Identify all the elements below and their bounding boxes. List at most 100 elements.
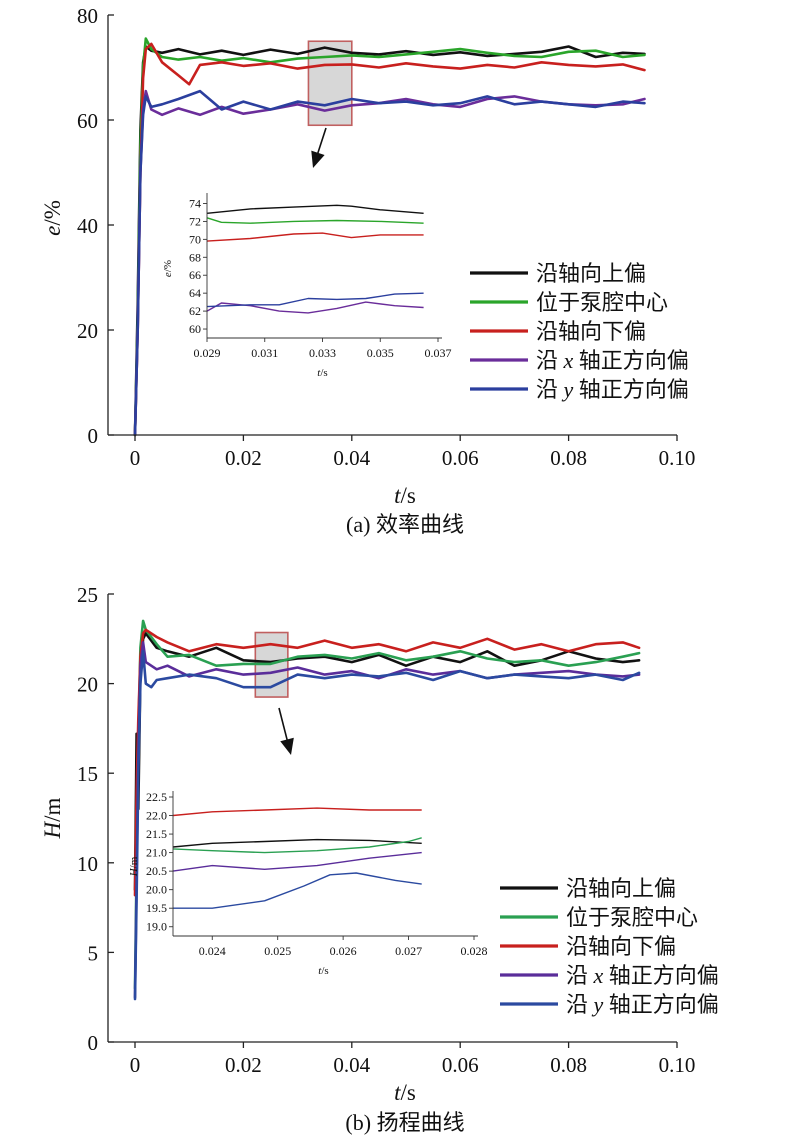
series-line-2 (133, 628, 641, 897)
x-tick-label: 0.06 (442, 1053, 479, 1077)
y-axis-label: H/m (40, 797, 65, 839)
series-line-1 (133, 619, 641, 990)
chart-caption: (b) 扬程曲线 (345, 1110, 464, 1135)
legend-label-part: 轴正方向偏 (603, 963, 719, 988)
inset-y-axis-label-var: H (128, 867, 140, 877)
zoom-arrow (278, 707, 290, 746)
inset-y-tick-label: 62 (189, 304, 201, 318)
y-tick-label: 25 (77, 583, 98, 607)
legend-label-part: 沿轴向上偏 (536, 261, 646, 286)
y-tick-label: 20 (77, 673, 98, 697)
zoom-arrow-head (280, 737, 294, 755)
inset-y-tick-label: 22.5 (146, 790, 167, 804)
legend-label: 沿轴向上偏 (566, 876, 676, 901)
x-tick-label: 0.10 (659, 446, 696, 470)
zoom-box (307, 40, 353, 127)
legend-label-part: 轴正方向偏 (603, 992, 719, 1017)
inset-x-tick-label: 0.037 (425, 346, 452, 360)
inset-y-tick-label: 74 (189, 196, 201, 210)
legend-label-part: 沿轴向下偏 (536, 319, 646, 344)
legend-label: 沿 y 轴正方向偏 (536, 377, 689, 402)
y-tick-label: 0 (88, 1031, 99, 1055)
inset-x-tick-label: 0.027 (395, 944, 422, 958)
y-tick-label: 60 (77, 109, 98, 133)
inset-y-axis-label-unit: /% (162, 260, 174, 272)
series-line-4 (133, 650, 641, 1001)
inset-series-line-4 (173, 872, 422, 909)
x-tick-label: 0.02 (225, 446, 262, 470)
inset-chart: 0.029 0.031 0.033 0.035 0.037 60 62 64 66 68 70 72 7… (162, 189, 452, 379)
inset-series-line-1 (172, 838, 422, 848)
legend-label: 位于泵腔中心 (566, 905, 698, 930)
legend-label-part: 位于泵腔中心 (566, 905, 698, 930)
inset-series-line-2 (172, 837, 422, 854)
legend-label: 沿轴向下偏 (536, 319, 646, 344)
legend-label: 沿轴向下偏 (566, 934, 676, 959)
inset-series-line-1 (206, 217, 424, 224)
legend-label-part: 沿 (566, 963, 594, 988)
inset-y-tick-label: 19.0 (146, 920, 167, 934)
y-tick-label: 10 (77, 852, 98, 876)
legend-label: 沿 x 轴正方向偏 (536, 348, 689, 373)
inset-y-axis-label-unit: /m (128, 856, 140, 868)
chart-panel-1: 0 0.02 0.04 0.06 0.08 0.10 0 5 10 15 20 25 t/s H/m (b)… (40, 583, 719, 1135)
inset-background (207, 189, 442, 338)
legend-label-part: 位于泵腔中心 (536, 290, 668, 315)
x-axis-label-unit: /s (401, 1080, 416, 1105)
legend-label: 位于泵腔中心 (536, 290, 668, 315)
inset-y-tick-label: 21.0 (146, 846, 167, 860)
y-tick-label: 0 (88, 424, 99, 448)
legend-label-part: 沿轴向下偏 (566, 934, 676, 959)
x-tick-label: 0.04 (333, 446, 370, 470)
legend-label-part: x (593, 963, 604, 988)
x-tick-label: 0.08 (550, 1053, 587, 1077)
legend-label: 沿轴向上偏 (536, 261, 646, 286)
y-axis-label-var: H (40, 820, 65, 839)
inset-y-tick-label: 64 (189, 286, 201, 300)
y-axis-label: e/% (40, 200, 65, 236)
x-tick-label: 0.04 (333, 1053, 370, 1077)
inset-y-tick-label: 60 (189, 322, 201, 336)
series-line-4 (133, 89, 646, 437)
inset-x-tick-label: 0.035 (367, 346, 394, 360)
inset-series-line-4 (206, 292, 424, 308)
inset-y-tick-label: 72 (189, 214, 201, 228)
inset-x-axis-label: t/s (317, 367, 327, 379)
legend-label-part: y (562, 377, 574, 402)
legend-label: 沿 x 轴正方向偏 (566, 963, 719, 988)
y-tick-label: 5 (88, 941, 99, 965)
x-axis-label-var: t (394, 1080, 401, 1105)
inset-y-tick-label: 20.0 (146, 883, 167, 897)
inset-x-axis-label-unit: /s (320, 367, 327, 379)
series-line-2 (133, 42, 646, 437)
inset-y-tick-label: 68 (189, 250, 201, 264)
inset-background (173, 787, 478, 936)
zoom-arrow-head (311, 150, 325, 168)
inset-x-tick-label: 0.024 (199, 944, 226, 958)
inset-x-axis-label: t/s (318, 965, 328, 977)
inset-x-tick-label: 0.033 (309, 346, 336, 360)
inset-y-tick-label: 22.0 (146, 809, 167, 823)
inset-y-axis-label: e/% (162, 260, 174, 277)
inset-x-tick-label: 0.031 (251, 346, 278, 360)
y-axis-label-var: e (40, 226, 65, 236)
y-tick-label: 40 (77, 214, 98, 238)
legend-label-part: 轴正方向偏 (573, 348, 689, 373)
y-axis-label-unit: /% (40, 200, 65, 226)
legend-label-part: 沿 (566, 992, 594, 1017)
x-tick-label: 0 (130, 446, 141, 470)
legend-label-part: 沿轴向上偏 (566, 876, 676, 901)
inset-y-axis-label-var: e (162, 272, 174, 277)
y-tick-label: 20 (77, 319, 98, 343)
inset-series-line-0 (206, 204, 424, 214)
inset-x-axis-label-var: t (317, 367, 321, 379)
inset-y-tick-label: 70 (189, 232, 201, 246)
legend-label: 沿 y 轴正方向偏 (566, 992, 719, 1017)
legend-label-part: y (592, 992, 604, 1017)
x-axis-label: t/s (394, 483, 416, 508)
inset-y-tick-label: 20.5 (146, 864, 167, 878)
series-line-3 (133, 641, 641, 999)
